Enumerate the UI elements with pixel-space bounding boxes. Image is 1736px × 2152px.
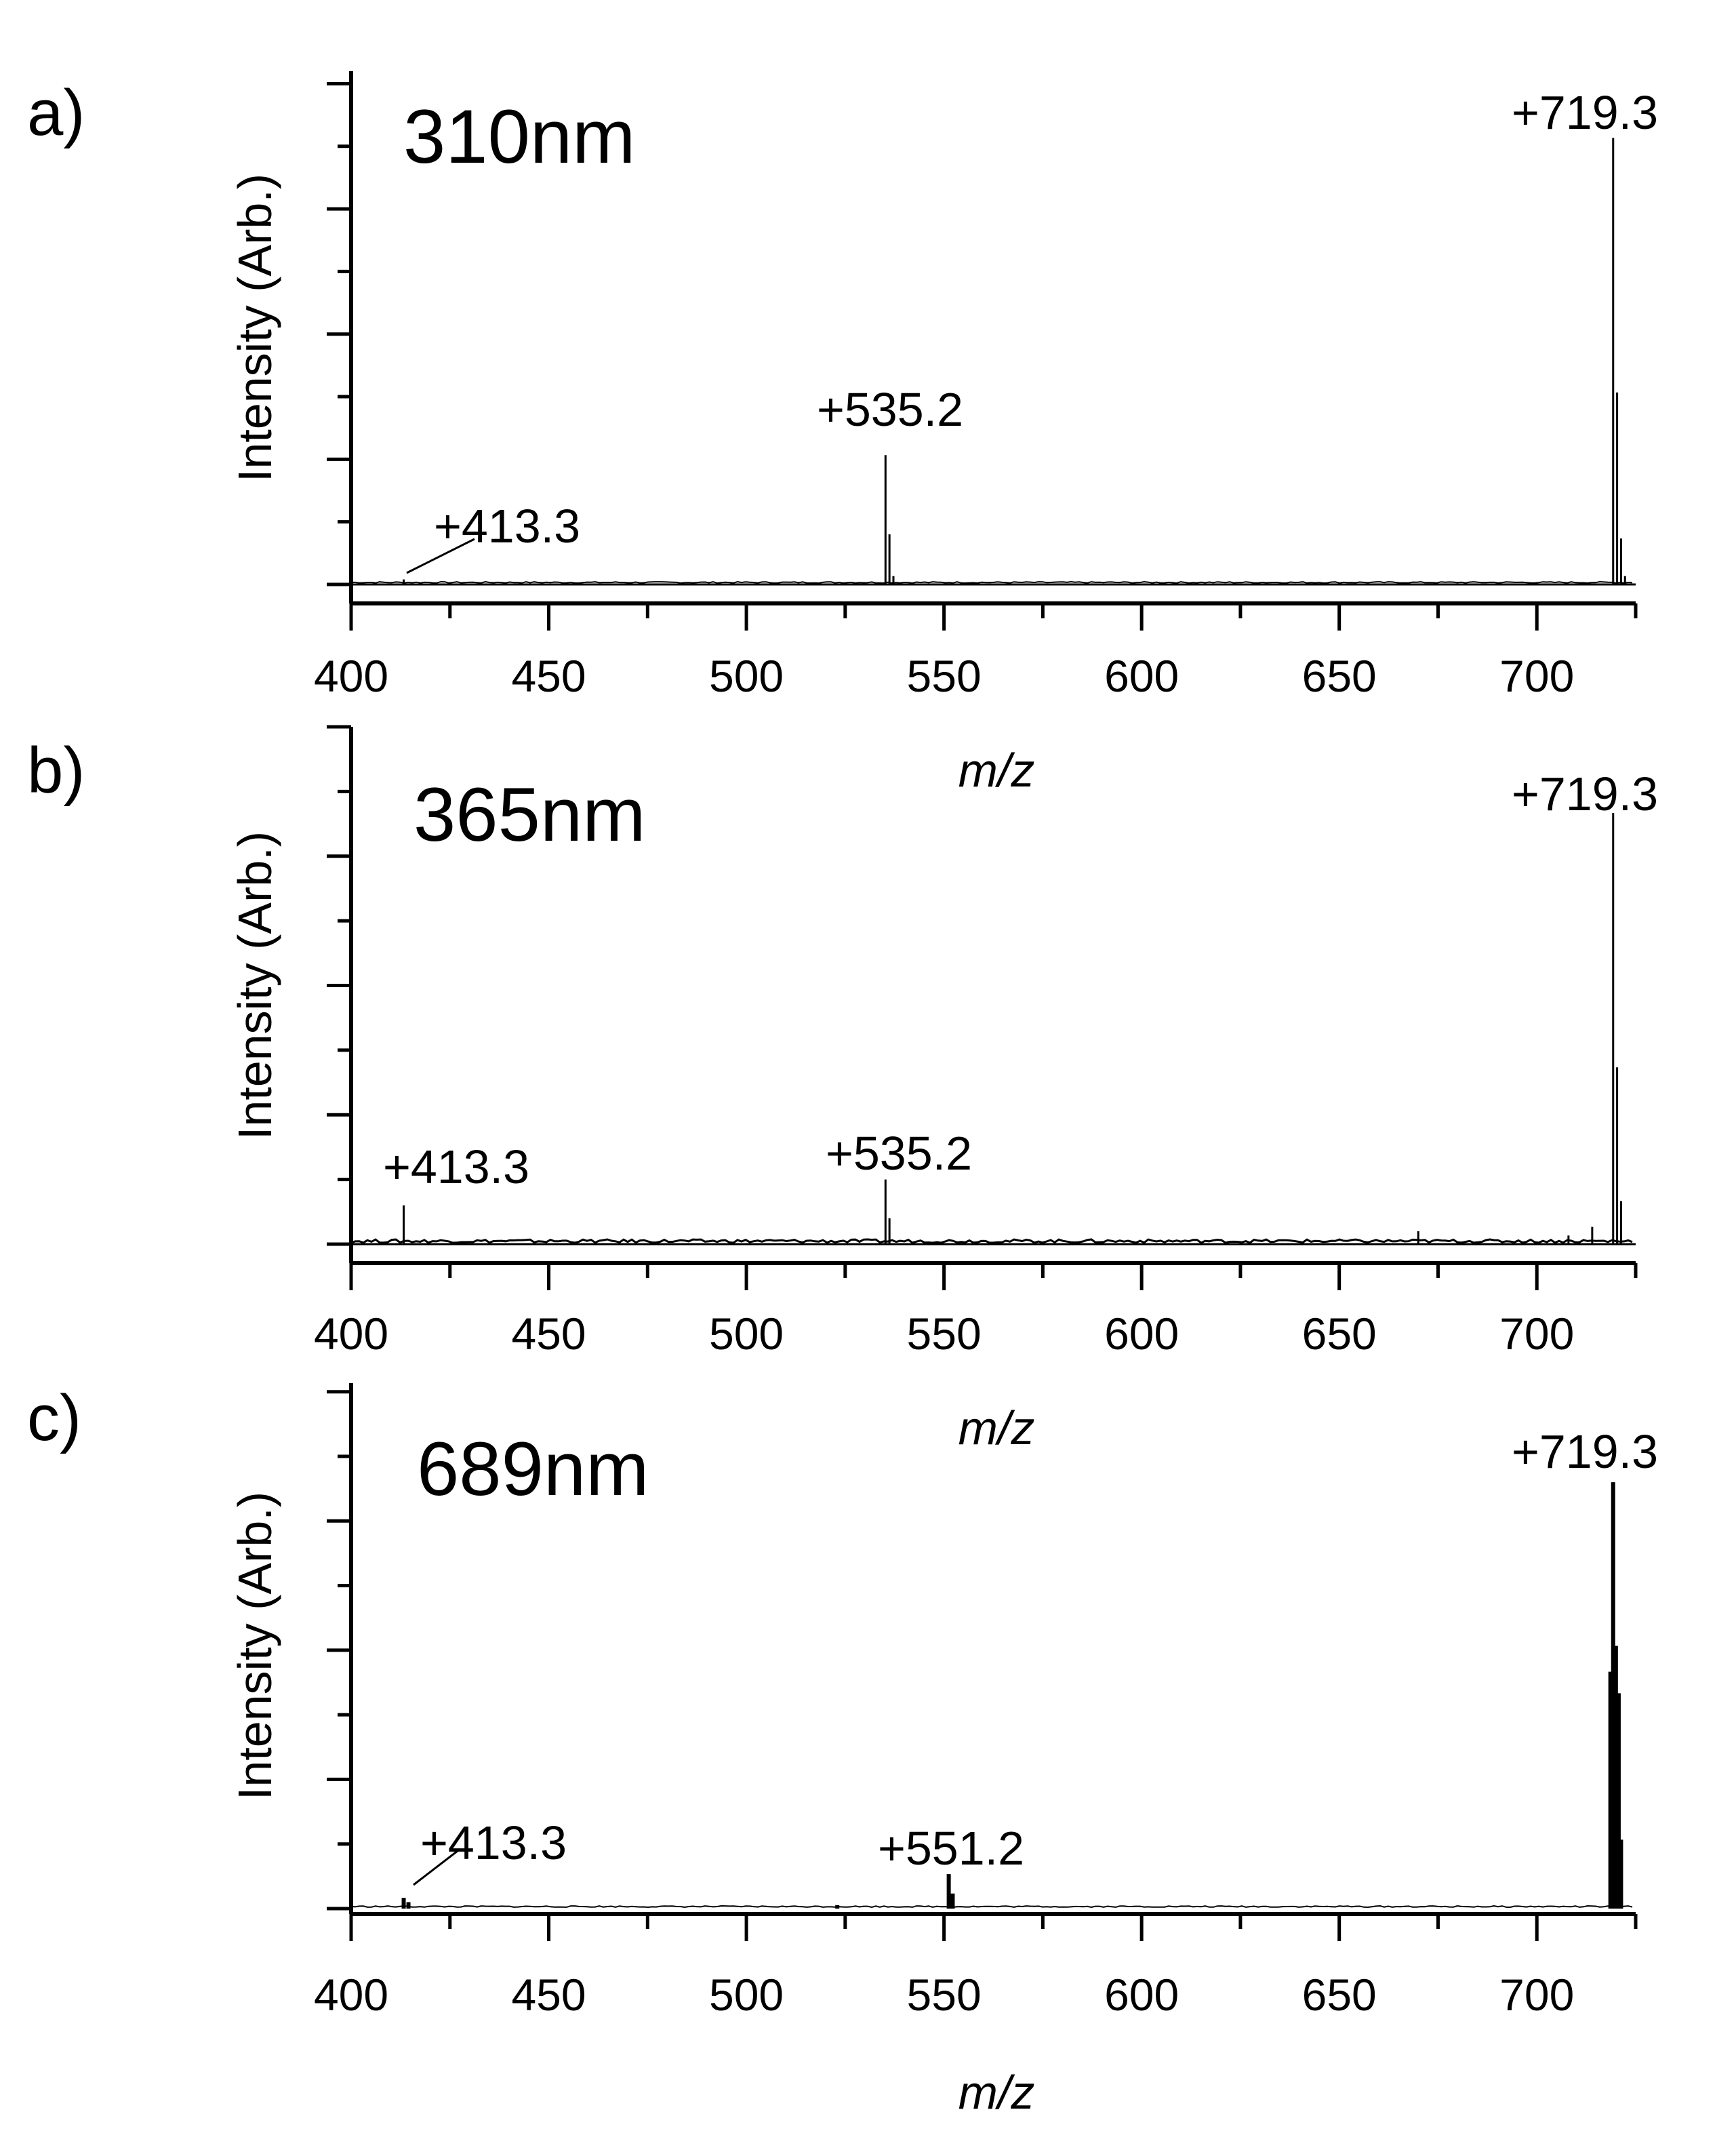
peak-annotation: +535.2: [826, 1127, 972, 1180]
x-tick-label: 450: [511, 651, 586, 701]
x-tick-label: 450: [511, 1309, 586, 1359]
chart-panel-1: a) 310nm 400 450 500 550 600 650 700 Intensity (A…: [27, 71, 1658, 797]
peak-annotation: +413.3: [434, 500, 580, 553]
x-axis-title: m/z: [958, 744, 1035, 797]
panel-letter: a): [27, 77, 85, 149]
x-axis-title: m/z: [958, 1401, 1035, 1454]
x-tick-label: 400: [314, 651, 388, 701]
annotation-leader-line: [413, 1850, 458, 1886]
chart-panel-3: c) 689nm 400 450 500 550 600 650 700 Intensity (A…: [27, 1382, 1658, 2119]
peak-annotation: +719.3: [1512, 1425, 1658, 1478]
x-tick-label: 400: [314, 1309, 388, 1359]
chart-panel-2: b) 365nm 400 450 500 550 600 650 700 Intensity (A…: [27, 725, 1658, 1454]
y-axis-title: Intensity (Arb.): [228, 831, 281, 1140]
wavelength-label: 689nm: [417, 1427, 649, 1511]
x-axis-title: m/z: [958, 2066, 1035, 2119]
baseline-trace: [350, 1905, 1633, 1909]
x-tick-label: 450: [511, 1970, 586, 2020]
y-axis-title: Intensity (Arb.): [228, 174, 281, 482]
x-tick-label: 650: [1302, 651, 1377, 701]
x-tick-label: 700: [1499, 1970, 1574, 2020]
x-tick-label: 400: [314, 1970, 388, 2020]
wavelength-label: 365nm: [413, 772, 645, 857]
x-tick-label: 600: [1104, 651, 1179, 701]
x-tick-label: 550: [907, 651, 982, 701]
wavelength-label: 310nm: [403, 94, 635, 179]
x-tick-label: 700: [1499, 651, 1574, 701]
y-axis-title: Intensity (Arb.): [228, 1492, 281, 1800]
peak-annotation: +719.3: [1512, 768, 1658, 820]
x-tick-label: 650: [1302, 1309, 1377, 1359]
x-tick-label: 700: [1499, 1309, 1574, 1359]
baseline-trace: [350, 580, 1633, 584]
x-tick-label: 500: [709, 1309, 784, 1359]
peak-annotation: +413.3: [383, 1140, 529, 1193]
panel-letter: b): [27, 734, 85, 807]
x-tick-label: 500: [709, 651, 784, 701]
peak-annotation: +413.3: [420, 1816, 567, 1869]
panel-letter: c): [27, 1382, 81, 1454]
x-tick-label: 600: [1104, 1309, 1179, 1359]
peak-annotation: +535.2: [817, 383, 963, 436]
annotation-leader-line: [406, 538, 475, 574]
x-tick-label: 500: [709, 1970, 784, 2020]
x-tick-label: 550: [907, 1970, 982, 2020]
x-tick-label: 650: [1302, 1970, 1377, 2020]
peak-annotation: +719.3: [1512, 86, 1658, 139]
x-tick-label: 550: [907, 1309, 982, 1359]
peak-annotation: +551.2: [878, 1822, 1024, 1875]
x-tick-label: 600: [1104, 1970, 1179, 2020]
